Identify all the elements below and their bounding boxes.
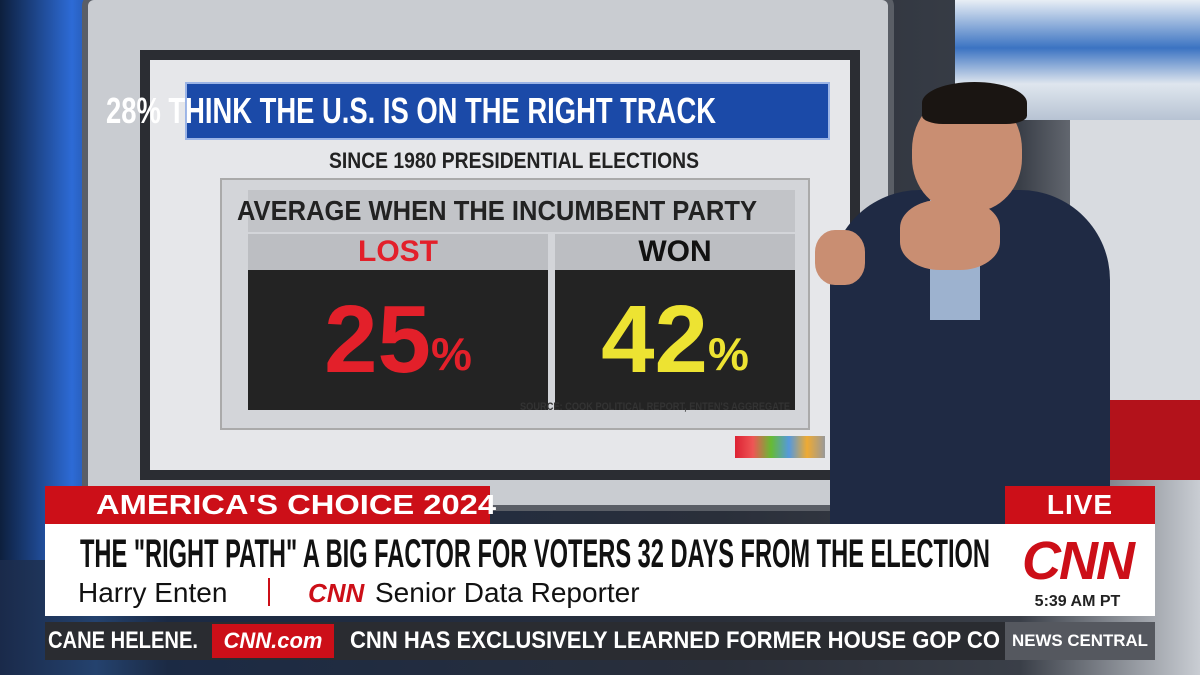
- column-value: 42: [601, 286, 708, 393]
- value-box: 42 %: [555, 270, 795, 410]
- network-logo: CNN: [308, 577, 365, 608]
- column-label: LOST: [358, 235, 438, 268]
- live-label: LIVE: [1046, 489, 1114, 520]
- site-badge: CNN.com: [212, 624, 334, 658]
- column-unit: %: [430, 328, 472, 380]
- screen-subtitle: SINCE 1980 PRESIDENTIAL ELECTIONS: [329, 148, 700, 173]
- column-label: WON: [638, 235, 712, 268]
- presenter-hand: [900, 200, 1000, 270]
- screen-title: 28% THINK THE U.S. IS ON THE RIGHT TRACK: [106, 90, 717, 131]
- live-badge: LIVE: [1005, 486, 1155, 524]
- separator: [268, 578, 270, 606]
- value-box: 25 %: [248, 270, 548, 410]
- reporter-name: Harry Enten: [78, 577, 228, 608]
- source-note: SOURCE: COOK POLITICAL REPORT, ENTEN'S A…: [520, 401, 790, 413]
- lower-third: [45, 524, 1155, 616]
- title-bar: 28% THINK THE U.S. IS ON THE RIGHT TRACK: [106, 82, 830, 140]
- reporter-role: Senior Data Reporter: [375, 577, 640, 608]
- program-name: NEWS CENTRAL: [1011, 631, 1148, 650]
- show-name: AMERICA'S CHOICE 2024: [96, 489, 497, 520]
- ticker-text: CANE HELENE.: [48, 627, 198, 654]
- headline: THE "RIGHT PATH" A BIG FACTOR FOR VOTERS…: [80, 531, 990, 576]
- ticker-text: CNN HAS EXCLUSIVELY LEARNED FORMER HOUSE…: [350, 627, 1000, 654]
- show-bar: AMERICA'S CHOICE 2024: [45, 486, 496, 524]
- column-value: 25: [324, 286, 431, 393]
- presenter-hand: [815, 230, 865, 285]
- color-strip: [735, 436, 825, 458]
- panel-header: AVERAGE WHEN THE INCUMBENT PARTY: [236, 195, 757, 226]
- cnn-logo: CNN: [1022, 531, 1135, 591]
- column-unit: %: [707, 328, 749, 380]
- program-badge: NEWS CENTRAL: [1005, 622, 1155, 660]
- presenter-hair: [922, 82, 1027, 124]
- site-label: CNN.com: [223, 628, 323, 653]
- time: 5:39 AM PT: [1034, 593, 1121, 610]
